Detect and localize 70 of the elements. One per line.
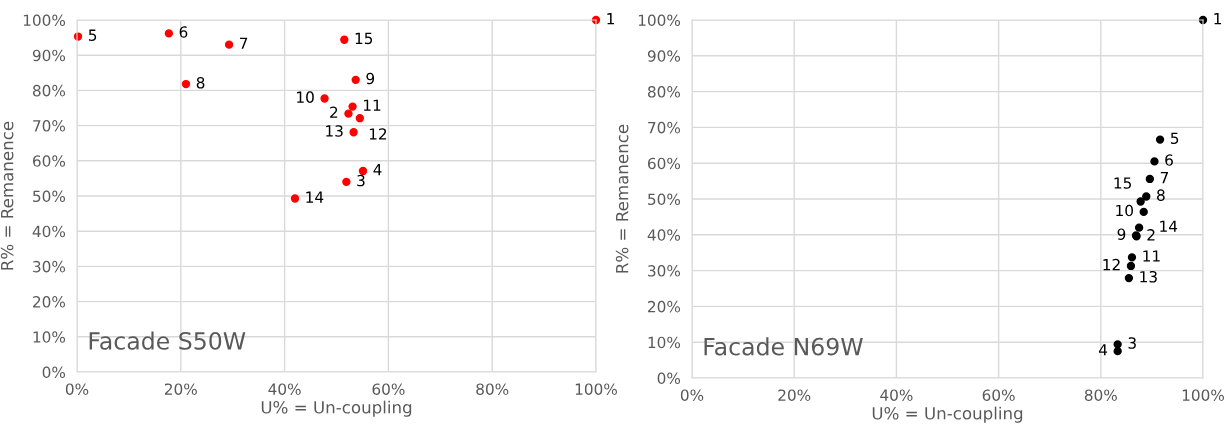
annotation: 1: [1214, 13, 1222, 25]
y-tick-label: 40%: [647, 229, 681, 241]
x-tick-label: 20%: [778, 389, 811, 401]
x-tick-label: 0%: [680, 389, 704, 401]
annotation: 4: [1098, 344, 1108, 356]
annotation: 11: [1143, 250, 1160, 262]
annotation: 9: [366, 72, 375, 85]
annotation: 14: [306, 191, 324, 203]
y-tick-label: 50%: [33, 190, 66, 203]
y-tick-label: 70%: [33, 120, 66, 132]
annotation: 5: [1170, 132, 1179, 144]
annotation: 4: [373, 164, 382, 176]
annotation: 15: [1114, 177, 1131, 189]
annotation: 2: [1147, 229, 1155, 241]
y-tick-label: 40%: [32, 225, 66, 238]
text: Facade S50W: [89, 331, 246, 350]
y-tick-label: 80%: [647, 86, 681, 98]
annotation: 12: [369, 128, 387, 140]
x-axis-title: U% = Un-coupling: [261, 400, 412, 417]
x-tick-label: 100%: [1182, 389, 1224, 401]
annotation: 8: [196, 76, 205, 89]
annotation: 5: [88, 29, 97, 41]
y-tick-label: 30%: [648, 265, 681, 277]
y-tick-label: 70%: [648, 121, 681, 134]
x-tick-label: 60%: [982, 389, 1015, 401]
y-tick-label: 100%: [23, 14, 66, 27]
annotation: 8: [1157, 189, 1165, 201]
x-tick-label: 40%: [268, 383, 301, 395]
y-tick-label: 30%: [33, 260, 66, 273]
y-tick-label: 90%: [32, 49, 66, 62]
y-tick-label: 80%: [32, 84, 66, 97]
annotation: 7: [240, 37, 248, 49]
annotation: 1: [607, 13, 615, 25]
x-tick-label: 60%: [372, 383, 405, 395]
x-tick-label: 80%: [476, 383, 509, 395]
y-axis-title: R% = Remanence: [615, 124, 629, 273]
annotation: 9: [1117, 228, 1126, 240]
y-tick-label: 20%: [33, 296, 66, 308]
annotation: 6: [179, 26, 188, 38]
y-axis-title: R% = Remanence: [0, 121, 14, 270]
annotation: 13: [326, 125, 343, 137]
annotation: 10: [297, 91, 314, 103]
annotation: 15: [355, 32, 373, 45]
x-tick-label: 40%: [880, 389, 913, 401]
annotation: 2: [330, 106, 338, 118]
y-tick-label: 100%: [638, 14, 681, 27]
x-axis-title: U% = Un-coupling: [872, 406, 1023, 423]
y-tick-label: 10%: [648, 336, 681, 349]
y-tick-label: 10%: [33, 331, 66, 343]
y-tick-label: 60%: [33, 155, 66, 167]
text: Facade N69W: [704, 337, 863, 356]
annotation: 11: [363, 99, 381, 111]
y-tick-label: 50%: [648, 193, 681, 206]
y-tick-label: 0%: [42, 366, 66, 379]
annotation: 7: [1160, 172, 1168, 184]
annotation: 10: [1116, 204, 1133, 217]
x-tick-label: 20%: [164, 383, 197, 395]
y-tick-label: 0%: [657, 372, 681, 385]
annotation: 3: [1128, 337, 1136, 349]
x-tick-label: 0%: [65, 383, 89, 395]
y-tick-label: 90%: [647, 50, 681, 62]
annotation: 3: [357, 174, 365, 187]
x-tick-label: 80%: [1084, 389, 1117, 401]
y-tick-label: 20%: [648, 300, 681, 313]
annotation: 12: [1103, 258, 1120, 271]
annotation: 6: [1165, 154, 1173, 166]
x-tick-label: 100%: [575, 383, 617, 395]
annotation: 13: [1140, 270, 1157, 283]
y-tick-label: 60%: [648, 157, 681, 170]
annotation: 14: [1160, 220, 1178, 232]
